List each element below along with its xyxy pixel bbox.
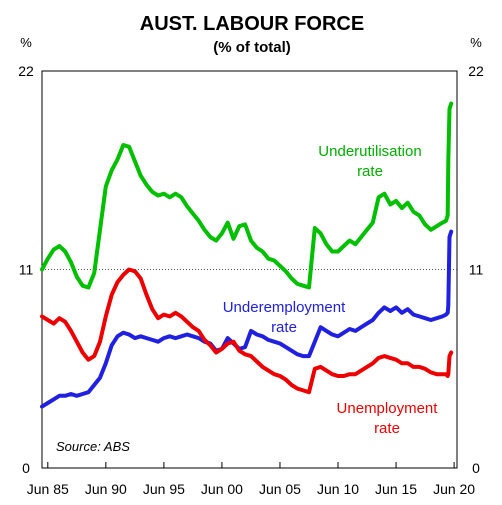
- x-tick-label: Jun 15: [375, 481, 417, 497]
- y-tick-left-22: 22: [18, 63, 34, 79]
- x-tick-label: Jun 05: [259, 481, 301, 497]
- y-tick-right-22: 22: [468, 63, 484, 79]
- underemployment-label-line1: Underemployment: [223, 299, 346, 316]
- underutilisation-line: [42, 104, 451, 288]
- chart-subtitle: (% of total): [213, 39, 290, 56]
- y-tick-left-0: 0: [22, 460, 30, 476]
- x-tick-label: Jun 90: [85, 481, 127, 497]
- unemployment-label-line1: Unemployment: [337, 400, 439, 417]
- y-tick-left-11: 11: [19, 262, 34, 278]
- y-unit-right: %: [470, 35, 482, 50]
- chart-title: AUST. LABOUR FORCE: [140, 13, 364, 35]
- x-tick-label: Jun 85: [27, 481, 69, 497]
- x-tick-label: Jun 10: [317, 481, 359, 497]
- unemployment-label-line2: rate: [374, 420, 400, 437]
- x-axis-ticks: [48, 462, 454, 468]
- source-note: Source: ABS: [56, 439, 130, 454]
- underemployment-label-line2: rate: [271, 319, 297, 336]
- x-tick-label: Jun 00: [201, 481, 243, 497]
- underutilisation-label-line2: rate: [357, 163, 383, 180]
- y-unit-left: %: [20, 35, 32, 50]
- x-axis-labels: Jun 85 Jun 90 Jun 95 Jun 00 Jun 05 Jun 10 Jun …: [27, 481, 476, 497]
- y-tick-right-11: 11: [469, 262, 484, 278]
- underutilisation-label-line1: Underutilisation: [318, 143, 421, 160]
- y-tick-right-0: 0: [472, 460, 480, 476]
- x-tick-label: Jun 20: [433, 481, 475, 497]
- x-tick-label: Jun 95: [143, 481, 185, 497]
